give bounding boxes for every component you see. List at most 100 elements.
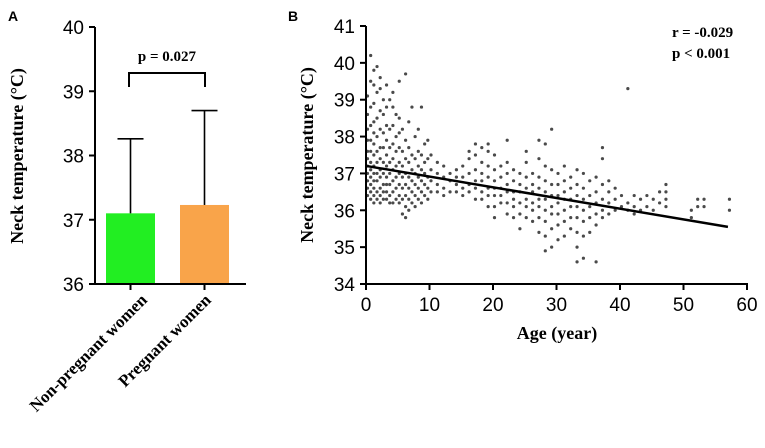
scatter-point xyxy=(645,193,649,198)
panel-b-x-axis-label: Age (year) xyxy=(517,323,597,344)
scatter-point xyxy=(454,175,458,179)
scatter-point xyxy=(384,105,389,109)
scatter-point xyxy=(375,197,379,201)
scatter-point xyxy=(397,79,401,83)
scatter-point xyxy=(543,164,547,168)
scatter-point xyxy=(524,149,528,153)
scatter-point xyxy=(391,201,395,205)
scatter-point xyxy=(369,138,373,142)
bar-non-pregnant xyxy=(106,213,155,284)
scatter-point xyxy=(423,193,427,198)
scatter-point xyxy=(384,164,389,168)
scatter-point xyxy=(537,230,541,234)
y-tick-label: 39 xyxy=(334,91,355,112)
scatter-point xyxy=(638,197,643,201)
scatter-point xyxy=(388,146,392,150)
scatter-point xyxy=(664,197,668,201)
scatter-point xyxy=(543,190,547,194)
scatter-point xyxy=(562,190,566,194)
scatter-point xyxy=(486,142,490,146)
scatter-point xyxy=(400,186,405,190)
scatter-point xyxy=(378,109,382,113)
scatter-point xyxy=(569,205,573,209)
scatter-point xyxy=(442,186,446,190)
scatter-point xyxy=(658,190,662,194)
scatter-point xyxy=(454,168,458,172)
scatter-point xyxy=(410,201,414,205)
scatter-point xyxy=(407,120,411,124)
scatter-point xyxy=(372,201,376,205)
scatter-point xyxy=(658,201,662,205)
scatter-point xyxy=(416,197,420,201)
scatter-point xyxy=(562,179,566,183)
scatter-point xyxy=(407,160,411,164)
scatter-point xyxy=(378,76,382,80)
scatter-point xyxy=(550,127,554,131)
scatter-point xyxy=(404,157,408,161)
scatter-point xyxy=(569,175,573,179)
scatter-point xyxy=(543,142,547,146)
scatter-point xyxy=(531,201,535,205)
scatter-point xyxy=(575,205,579,209)
scatter-point xyxy=(419,105,424,109)
scatter-point xyxy=(419,168,424,172)
scatter-point xyxy=(394,112,398,117)
scatter-point xyxy=(384,123,389,128)
scatter-point xyxy=(375,179,379,183)
scatter-point xyxy=(410,190,414,194)
scatter-point xyxy=(429,179,433,183)
scatter-point xyxy=(429,168,433,172)
scatter-point xyxy=(499,164,503,168)
scatter-point xyxy=(369,105,373,109)
scatter-point xyxy=(369,123,373,128)
scatter-point xyxy=(394,175,398,179)
scatter-point xyxy=(499,193,503,198)
scatter-point xyxy=(581,197,586,201)
scatter-point xyxy=(375,160,379,164)
scatter-point xyxy=(372,131,376,135)
panel-b-y-axis-label: Neck temperature (°C) xyxy=(297,67,318,243)
scatter-point xyxy=(388,98,392,102)
scatter-point xyxy=(391,123,395,128)
x-tick-label: 10 xyxy=(419,295,440,316)
scatter-point xyxy=(556,182,560,187)
scatter-point xyxy=(594,190,598,194)
scatter-point xyxy=(416,164,420,168)
scatter-point xyxy=(372,193,376,198)
scatter-point xyxy=(556,201,560,205)
scatter-point xyxy=(391,105,395,109)
scatter-point xyxy=(543,197,547,201)
scatter-point xyxy=(372,153,376,157)
scatter-point xyxy=(461,186,465,190)
scatter-point xyxy=(581,208,586,212)
y-tick-label: 36 xyxy=(63,275,84,296)
scatter-point xyxy=(696,197,700,201)
scatter-point xyxy=(480,190,484,194)
scatter-point xyxy=(442,164,446,168)
scatter-point xyxy=(400,164,405,168)
scatter-point xyxy=(518,201,522,205)
scatter-point xyxy=(550,212,554,216)
scatter-point xyxy=(600,197,605,201)
scatter-point xyxy=(499,175,503,179)
scatter-point xyxy=(600,157,605,161)
scatter-point xyxy=(435,160,439,164)
scatter-point xyxy=(480,160,484,164)
scatter-point xyxy=(607,201,611,205)
scatter-point xyxy=(407,186,411,190)
panel-b-y-ticks: 34 35 36 37 38 39 40 41 xyxy=(334,17,366,296)
scatter-point xyxy=(492,216,497,220)
scatter-point xyxy=(562,164,566,168)
scatter-point xyxy=(416,149,420,153)
scatter-point xyxy=(607,190,611,194)
scatter-point xyxy=(413,157,417,161)
scatter-point xyxy=(594,260,598,264)
scatter-point xyxy=(410,153,414,157)
scatter-point xyxy=(543,234,547,238)
panel-a-bars xyxy=(106,204,229,284)
scatter-point xyxy=(369,149,373,153)
scatter-point xyxy=(369,79,373,83)
scatter-point xyxy=(511,197,516,201)
scatter-point xyxy=(480,197,484,201)
scatter-point xyxy=(372,186,376,190)
